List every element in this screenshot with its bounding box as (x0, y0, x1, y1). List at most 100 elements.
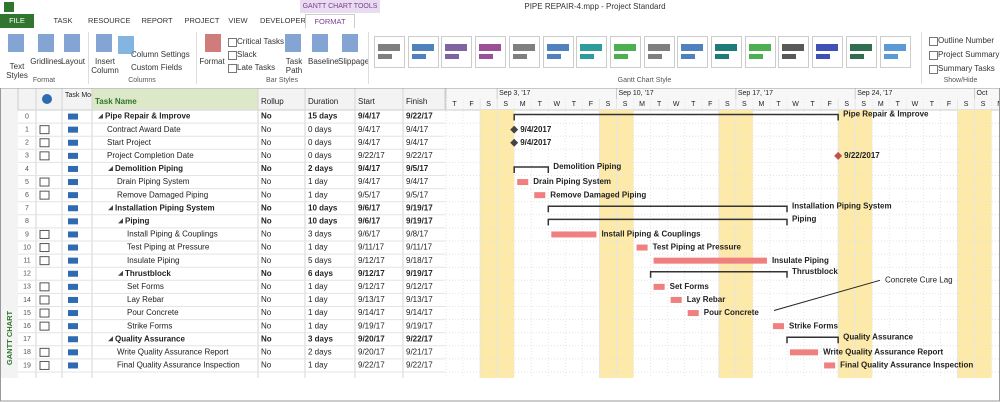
cell-start: 9/4/17 (358, 125, 381, 134)
indicator-icon (39, 347, 50, 357)
style-swatch[interactable] (711, 36, 742, 68)
swatch-bar (580, 44, 603, 51)
task-bar (790, 349, 819, 356)
tab[interactable]: VIEW (228, 16, 248, 25)
tab[interactable]: FORMAT (305, 14, 355, 29)
cell-duration: 1 day (308, 282, 328, 291)
cell-duration: 0 days (308, 138, 332, 147)
row-id: 15 (23, 310, 31, 317)
bar-label: Installation Piping System (792, 201, 892, 210)
checkbox-box (929, 65, 938, 74)
task-name: Installation Piping System (115, 203, 215, 212)
style-swatch[interactable] (441, 36, 473, 68)
swatch-bar (411, 44, 434, 51)
tab[interactable]: FILE (0, 14, 34, 28)
bar-label: Set Forms (670, 282, 710, 291)
checkbox[interactable]: Slack (237, 50, 257, 59)
ribbon-button[interactable]: Text Styles (6, 62, 28, 80)
cell-start: 9/4/17 (358, 138, 381, 147)
cell-start: 9/6/17 (358, 203, 381, 212)
ribbon-button[interactable]: Column Settings (131, 50, 190, 59)
mode-icon (68, 113, 78, 120)
separator (368, 32, 369, 84)
indicator-icon (39, 125, 50, 135)
style-swatch[interactable] (576, 36, 608, 68)
checkbox[interactable]: Outline Number (938, 36, 995, 45)
annotation-arrow (773, 279, 881, 311)
ribbon-button[interactable]: Insert Column (91, 57, 119, 75)
cell-start: 9/22/17 (358, 151, 385, 160)
column-header: Task Name (95, 97, 137, 106)
collapse-arrow (108, 336, 113, 342)
cell-duration: 6 days (308, 269, 333, 278)
day-letter: M (759, 101, 765, 108)
day-letter: T (691, 101, 696, 108)
swatch-bar (849, 54, 864, 59)
tab[interactable]: RESOURCE (88, 16, 131, 25)
summary-bar (513, 113, 839, 121)
ribbon-button[interactable]: Baseline (308, 57, 339, 66)
style-swatch[interactable] (677, 36, 709, 68)
tab[interactable]: PROJECT (184, 16, 220, 25)
tab[interactable]: REPORT (141, 16, 173, 25)
row-id: 16 (23, 323, 31, 330)
collapse-arrow (98, 113, 103, 119)
style-swatch[interactable] (643, 36, 675, 68)
task-bar (636, 244, 648, 251)
cell-rollup: No (261, 216, 272, 225)
checkbox[interactable]: Late Tasks (237, 63, 276, 72)
style-swatch[interactable] (475, 36, 507, 68)
view-label: GANTT CHART (5, 311, 14, 366)
task-name: Install Piping & Couplings (127, 230, 218, 239)
column-header: Rollup (261, 97, 284, 106)
cell-start: 9/20/17 (358, 347, 385, 356)
summary-bar (547, 218, 788, 226)
tab[interactable]: DEVELOPER (260, 16, 306, 25)
row-id: 3 (25, 153, 29, 160)
row-id: 7 (25, 205, 29, 212)
swatch-bar (378, 44, 400, 51)
cell-start: 9/12/17 (358, 256, 385, 265)
day-letter: T (538, 101, 543, 108)
day-letter: T (572, 101, 577, 108)
cell-finish: 9/22/17 (406, 112, 433, 121)
swatch-bar (512, 44, 535, 51)
checkbox[interactable]: Summary Tasks (938, 64, 995, 73)
checkbox[interactable]: Project Summary T (938, 50, 1000, 59)
ribbon-button[interactable]: Gridlines (30, 57, 62, 66)
style-swatch[interactable] (508, 36, 540, 68)
row-id: 17 (23, 336, 31, 343)
nonworking-day (497, 110, 515, 378)
mode-icon (68, 192, 78, 199)
style-swatch[interactable] (407, 36, 439, 68)
style-swatch[interactable] (845, 36, 877, 68)
row-id: 11 (23, 257, 30, 264)
day-letter: S (981, 101, 986, 108)
separator (921, 32, 922, 84)
cell-finish: 9/5/17 (406, 190, 429, 199)
cell-duration: 1 day (308, 321, 328, 330)
ribbon-button[interactable]: Task Path (285, 57, 303, 75)
style-swatch[interactable] (542, 36, 574, 68)
checkbox[interactable]: Critical Tasks (237, 37, 284, 46)
style-swatch[interactable] (879, 36, 911, 68)
day-letter: T (452, 101, 457, 108)
style-swatch[interactable] (744, 36, 776, 68)
style-swatch[interactable] (812, 36, 844, 68)
day-letter: T (776, 101, 781, 108)
swatch-bar (883, 54, 898, 59)
ribbon-button[interactable]: Layout (60, 57, 86, 66)
row-id: 5 (25, 179, 29, 186)
row-id: 18 (23, 349, 31, 356)
swatch-bar (445, 54, 460, 59)
header-selected (92, 89, 258, 109)
style-swatch[interactable] (778, 36, 810, 68)
cell-finish: 9/19/17 (406, 216, 433, 225)
ribbon-button[interactable]: Slippage (338, 57, 370, 66)
ribbon-button[interactable]: Format (199, 57, 225, 66)
cell-finish: 9/22/17 (406, 334, 433, 343)
style-swatch[interactable] (374, 36, 405, 68)
style-swatch[interactable] (609, 36, 641, 68)
tab[interactable]: TASK (53, 16, 73, 25)
ribbon-button[interactable]: Custom Fields (131, 63, 183, 72)
